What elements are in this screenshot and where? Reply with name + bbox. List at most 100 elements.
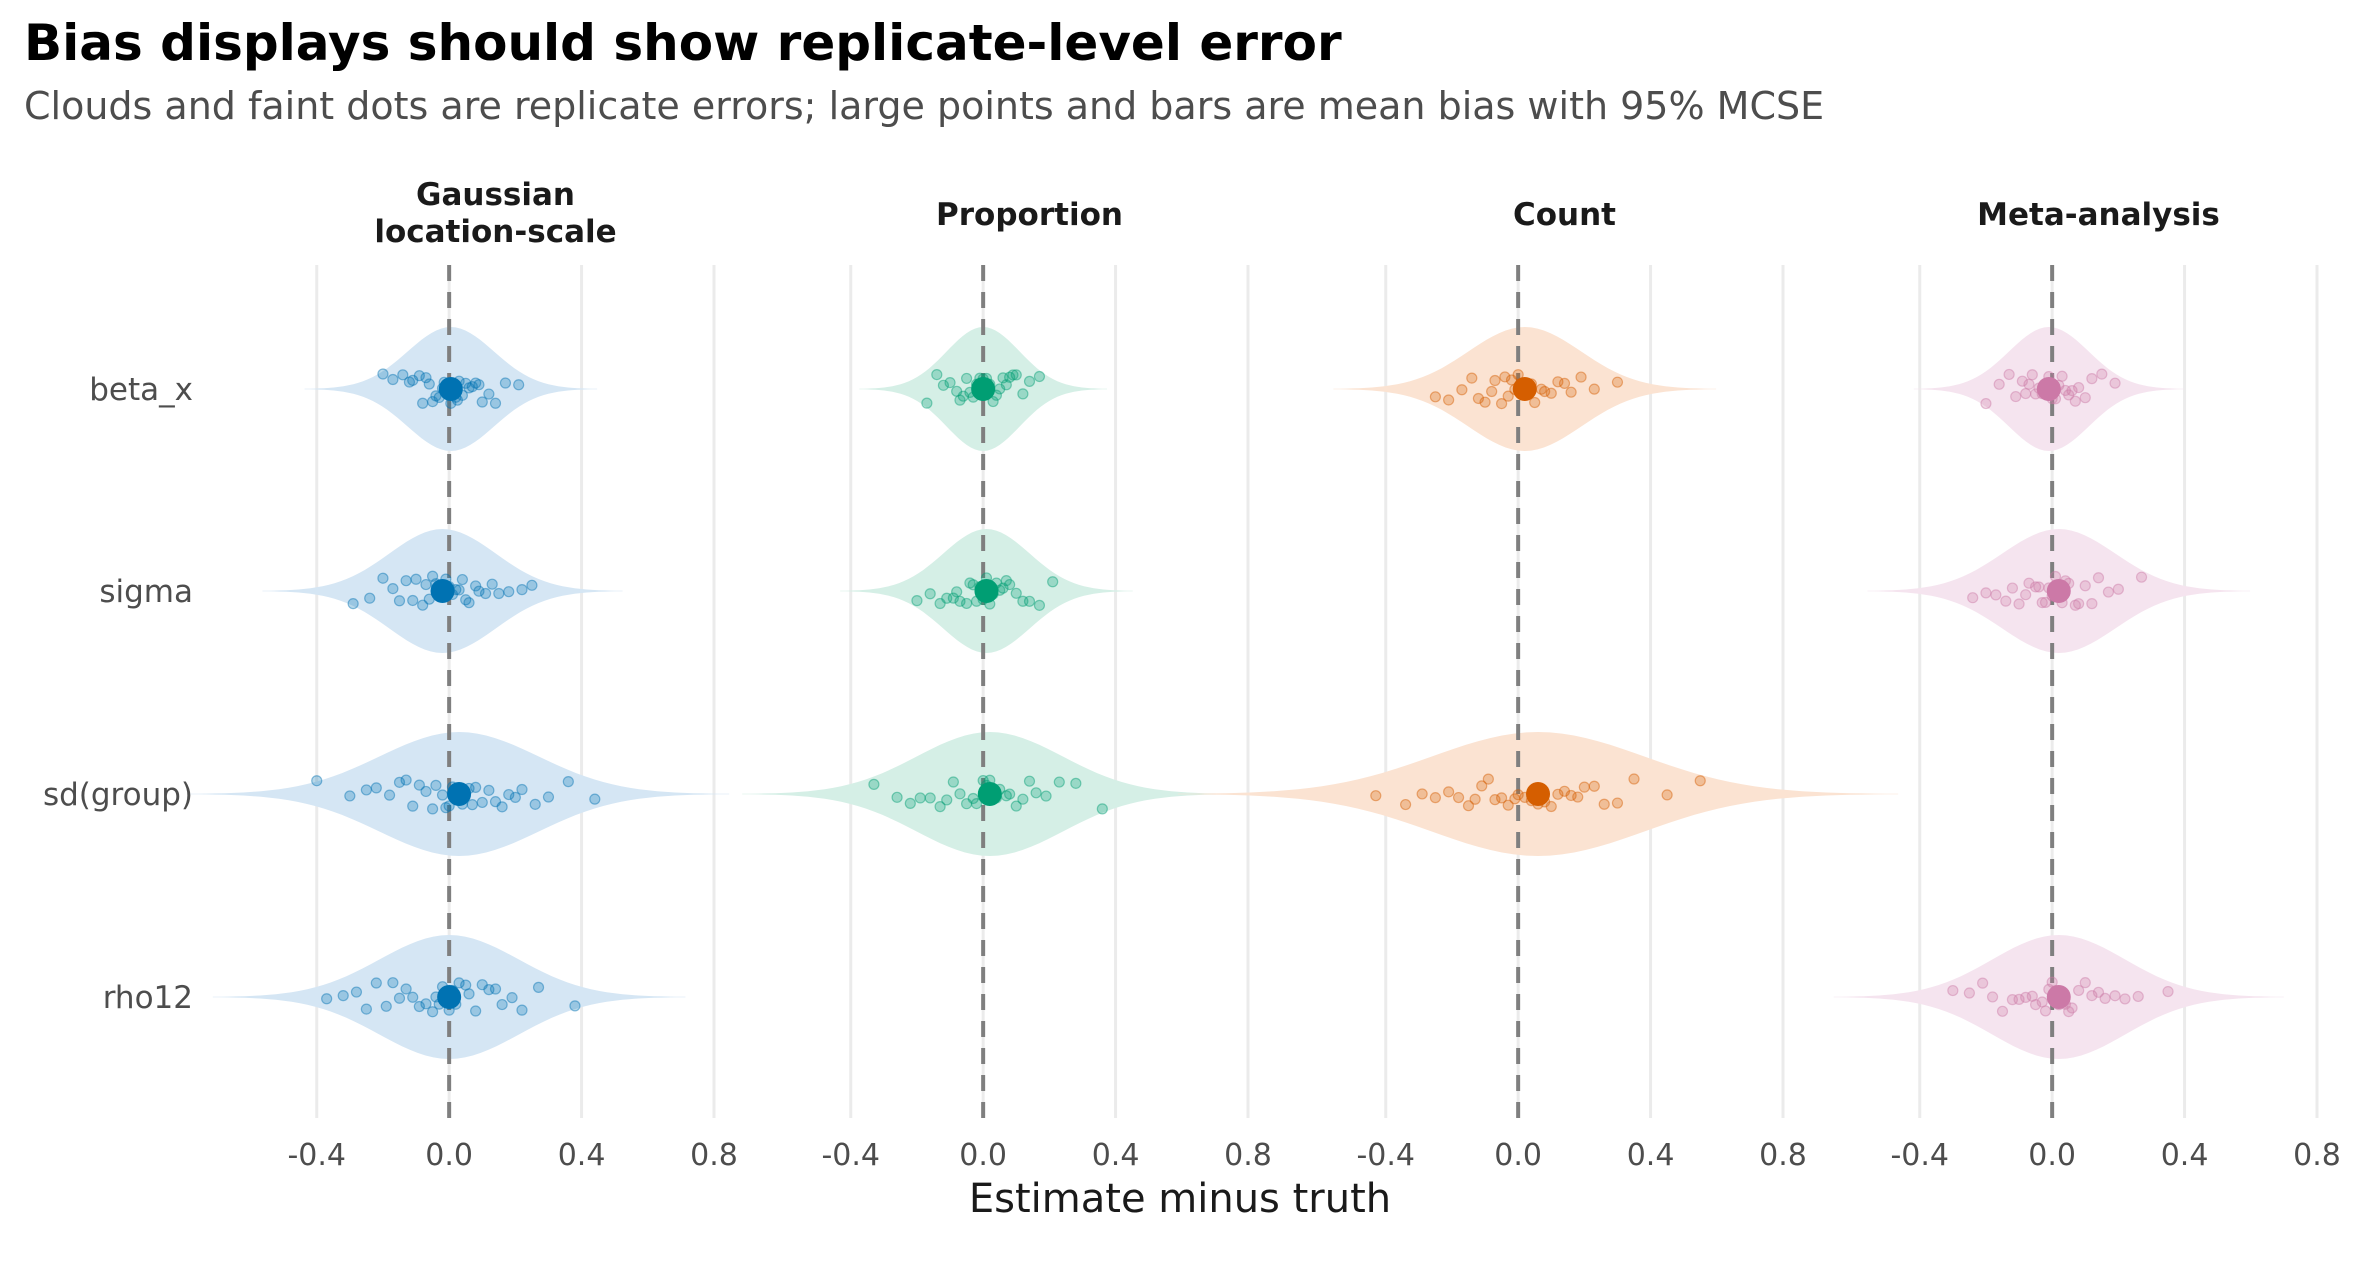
replicate-point: [400, 774, 412, 786]
replicate-point: [2063, 389, 2075, 401]
replicate-point: [476, 796, 488, 809]
x-tick-label: 0.8: [690, 1138, 738, 1173]
replicate-point: [2079, 580, 2091, 592]
replicate-point: [954, 595, 966, 607]
replicate-point: [503, 586, 515, 598]
replicate-point: [400, 983, 412, 995]
replicate-point: [344, 790, 356, 802]
replicate-point: [2000, 595, 2012, 607]
replicate-point: [1004, 578, 1016, 591]
chart-title: Bias displays should show replicate-leve…: [24, 14, 1342, 72]
replicate-point: [2086, 598, 2098, 610]
replicate-point: [407, 800, 419, 812]
replicate-point: [904, 797, 916, 809]
replicate-point: [947, 776, 959, 788]
mean-bias-point: [447, 782, 472, 806]
mean-bias-point: [430, 579, 455, 603]
replicate-point: [2069, 395, 2081, 407]
replicate-point: [473, 585, 485, 597]
replicate-point: [1661, 789, 1673, 801]
replicate-point: [1545, 387, 1557, 399]
replicate-point: [924, 792, 936, 804]
replicate-point: [987, 395, 999, 408]
replicate-point: [1967, 592, 1979, 604]
replicate-point: [2029, 999, 2042, 1011]
replicate-point: [2132, 990, 2144, 1003]
replicate-point: [2109, 377, 2121, 389]
x-tick-label: 0.8: [2293, 1138, 2341, 1173]
replicate-point: [1509, 793, 1521, 805]
replicate-point: [1529, 396, 1541, 409]
replicate-point: [466, 381, 478, 393]
replicate-point: [1611, 376, 1624, 388]
replicate-point: [542, 791, 555, 803]
replicate-point: [2119, 993, 2131, 1005]
facet-title: Gaussian: [416, 177, 575, 213]
replicate-point: [1495, 792, 1508, 804]
replicate-point: [526, 579, 538, 591]
replicate-point: [1452, 791, 1465, 804]
replicate-point: [1578, 781, 1590, 793]
replicate-point: [489, 397, 502, 409]
replicate-point: [1010, 369, 1022, 381]
row-label: beta_x: [89, 372, 193, 408]
replicate-point: [377, 368, 389, 380]
mean-bias-point: [2046, 579, 2071, 603]
x-tick-label: -0.4: [821, 1138, 880, 1173]
replicate-point: [410, 573, 422, 585]
replicate-point: [569, 1000, 581, 1012]
x-tick-label: 0.0: [425, 1138, 473, 1173]
replicate-point: [347, 598, 359, 610]
replicate-point: [941, 794, 953, 806]
replicate-point: [2092, 572, 2105, 584]
replicate-point: [470, 781, 482, 793]
replicate-point: [337, 990, 349, 1002]
replicate-point: [1486, 385, 1498, 398]
replicate-point: [493, 587, 505, 600]
x-tick-label: 0.0: [1494, 1138, 1542, 1173]
replicate-point: [2029, 581, 2042, 593]
x-tick-label: 0.8: [1224, 1138, 1272, 1173]
replicate-point: [360, 1003, 372, 1015]
replicate-point: [456, 573, 468, 586]
replicate-point: [970, 798, 983, 810]
replicate-point: [1047, 576, 1059, 588]
replicate-point: [1023, 375, 1036, 387]
replicate-point: [1000, 379, 1012, 391]
replicate-point: [506, 992, 518, 1004]
x-tick-label: 0.4: [558, 1138, 606, 1173]
replicate-point: [1986, 991, 1999, 1003]
replicate-point: [1033, 370, 1046, 383]
replicate-point: [1399, 798, 1412, 811]
x-tick-label: 0.4: [2161, 1138, 2209, 1173]
replicate-point: [387, 977, 399, 989]
replicate-point: [1575, 371, 1587, 383]
replicate-point: [1070, 777, 1082, 789]
replicate-point: [460, 594, 472, 606]
replicate-point: [436, 789, 449, 801]
row-label: rho12: [103, 980, 193, 1016]
replicate-point: [440, 802, 452, 814]
replicate-point: [1572, 791, 1584, 803]
replicate-point: [370, 977, 382, 989]
replicate-point: [489, 983, 502, 995]
mean-bias-point: [2036, 377, 2061, 401]
replicate-point: [2003, 368, 2015, 381]
replicate-point: [921, 397, 933, 409]
replicate-point: [1993, 378, 2005, 390]
replicate-point: [1004, 371, 1016, 383]
replicate-point: [562, 776, 574, 788]
replicate-point: [944, 376, 956, 389]
replicate-point: [1502, 390, 1514, 402]
replicate-point: [1996, 1005, 2009, 1017]
replicate-point: [2099, 992, 2111, 1005]
replicate-point: [426, 570, 439, 582]
replicate-point: [2026, 990, 2038, 1002]
replicate-point: [2016, 375, 2028, 387]
replicate-point: [2069, 599, 2081, 611]
chart-subtitle: Clouds and faint dots are replicate erro…: [24, 84, 1825, 128]
replicate-point: [1456, 384, 1468, 396]
mean-points: [430, 377, 2071, 1009]
replicate-point: [2066, 1002, 2078, 1014]
